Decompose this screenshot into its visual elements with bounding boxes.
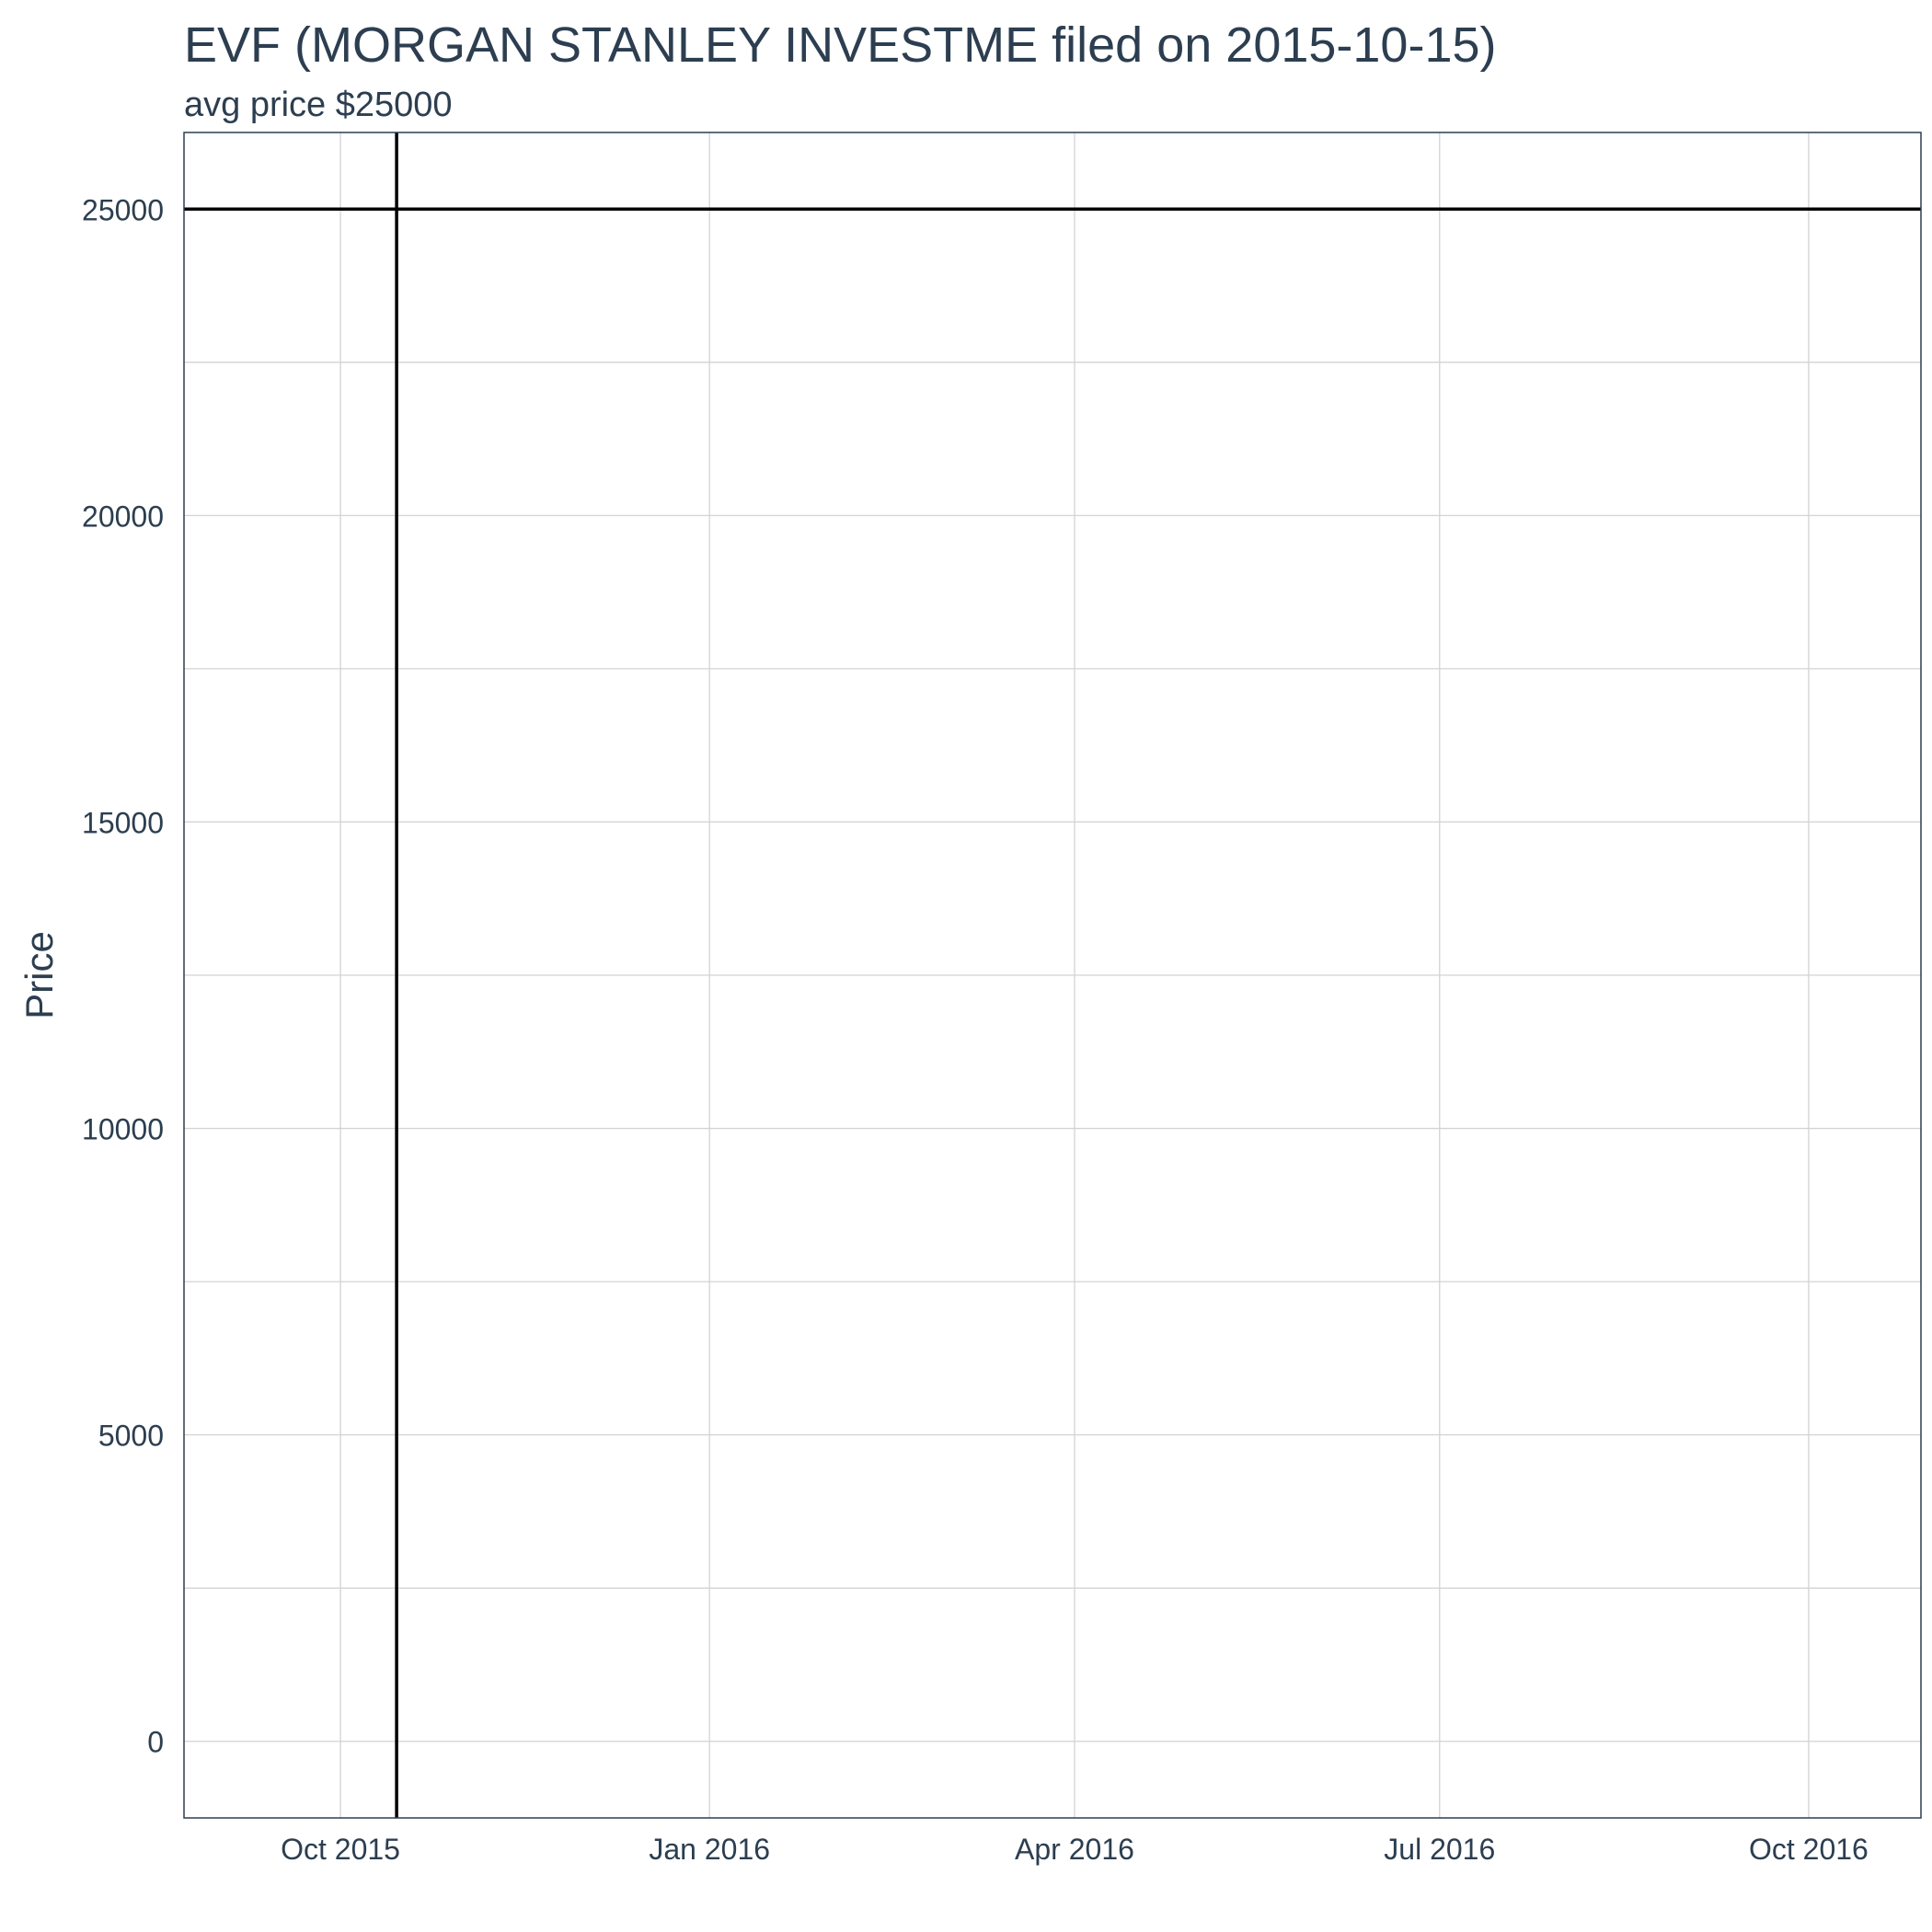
y-tick-label: 10000 [82,1113,164,1146]
y-axis-label: Price [17,931,61,1019]
x-tick-label: Jan 2016 [649,1833,770,1866]
grid-lines [184,132,1921,1818]
reference-lines [184,132,1921,1818]
chart-subtitle: avg price $25000 [184,86,453,124]
y-tick-label: 5000 [98,1420,164,1453]
axis-ticks: 0 5000 10000 15000 20000 25000 Oct 2015 Jan 201… [82,193,1869,1866]
y-tick-label: 25000 [82,193,164,226]
plot-panel-border [183,132,1922,1819]
y-tick-label: 15000 [82,806,164,839]
y-tick-label: 0 [147,1726,164,1759]
chart-title: EVF (MORGAN STANLEY INVESTME filed on 20… [184,17,1497,73]
x-tick-label: Jul 2016 [1384,1833,1495,1866]
x-tick-label: Apr 2016 [1015,1833,1134,1866]
x-tick-label: Oct 2016 [1749,1833,1869,1866]
y-tick-label: 20000 [82,500,164,533]
x-tick-label: Oct 2015 [281,1833,400,1866]
